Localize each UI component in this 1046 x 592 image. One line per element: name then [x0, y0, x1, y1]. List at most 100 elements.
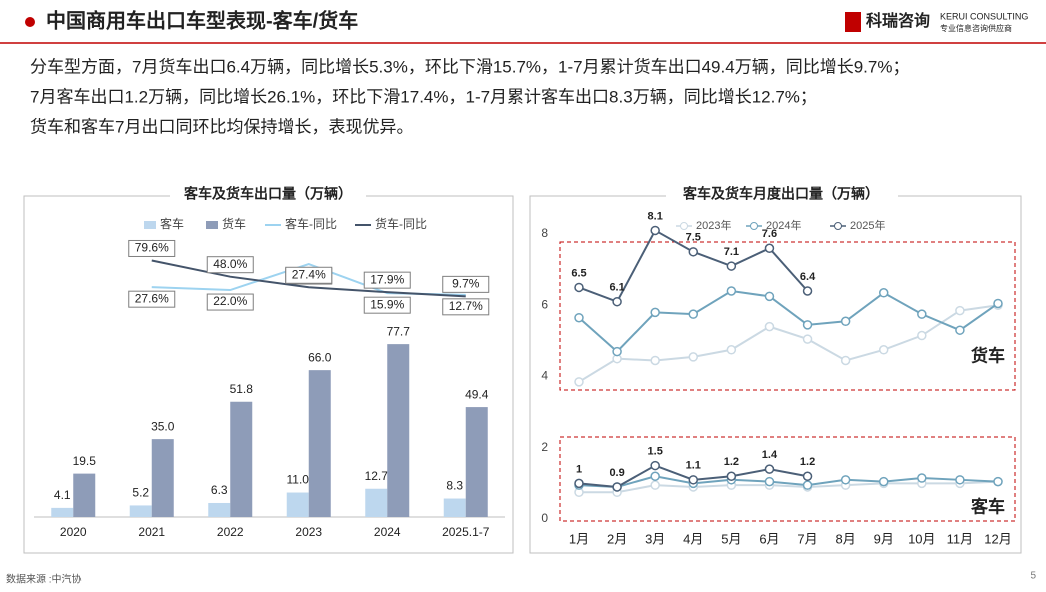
- label-box: [442, 275, 490, 293]
- point-label: 7.6: [762, 228, 777, 240]
- marker: [802, 471, 813, 481]
- marker: [917, 309, 927, 319]
- chart-frame: [529, 195, 1022, 554]
- marker: [688, 475, 699, 485]
- legend-label: 客车: [160, 216, 184, 231]
- bar: [286, 492, 309, 517]
- bar: [443, 498, 466, 517]
- marker: [955, 325, 965, 335]
- paragraph-line: 7月客车出口1.2万辆，同比增长26.1%，环比下滑17.4%，1-7月累计客车…: [30, 87, 817, 106]
- point-label: 1.2: [800, 456, 815, 468]
- bar-label: 49.4: [465, 387, 489, 401]
- legend-marker: [680, 222, 688, 230]
- chart-title: 客车及货车月度出口量（万辆）: [682, 186, 879, 202]
- bar-label: 51.8: [230, 382, 254, 396]
- marker: [802, 334, 813, 344]
- x-tick-label: 2月: [607, 531, 627, 546]
- source: 数据来源 :中汽协: [6, 573, 82, 586]
- marker: [764, 321, 775, 332]
- marker: [612, 482, 622, 492]
- point-label: 0.9: [609, 467, 624, 479]
- marker: [612, 346, 622, 357]
- paragraph-line: 货车和客车7月出口同环比均保持增长，表现优异。: [30, 117, 413, 136]
- legend-marker: [750, 222, 758, 230]
- page-number: 5: [1030, 571, 1036, 582]
- marker: [917, 473, 927, 483]
- line-label: 27.4%: [292, 267, 326, 281]
- group-label: 货车: [971, 345, 1005, 365]
- bar: [208, 502, 231, 517]
- point-label: 6.5: [571, 267, 586, 279]
- title-bg: [666, 186, 898, 206]
- bar: [129, 505, 152, 517]
- marker: [688, 247, 699, 257]
- x-tick-label: 4月: [683, 531, 703, 546]
- marker: [840, 316, 851, 327]
- bar-label: 66.0: [308, 350, 332, 364]
- legend-swatch: [206, 221, 218, 229]
- x-tick-label: 10月: [908, 531, 935, 546]
- point-label: 1.1: [686, 460, 701, 472]
- line-label: 79.6%: [135, 241, 169, 255]
- marker: [993, 298, 1003, 309]
- marker: [764, 291, 775, 302]
- marker: [650, 460, 660, 471]
- marker: [802, 480, 813, 490]
- bar-label: 19.5: [73, 454, 97, 468]
- legend-label: 客车-同比: [285, 216, 337, 231]
- logo-en: KERUI CONSULTING: [940, 11, 1028, 21]
- bar-label: 4.1: [54, 488, 71, 502]
- marker: [726, 471, 737, 481]
- point-label: 1.2: [724, 456, 739, 468]
- point-label: 6.1: [609, 282, 624, 294]
- line-label: 12.7%: [449, 299, 483, 313]
- marker: [574, 478, 584, 489]
- marker: [917, 330, 927, 341]
- x-tick-label: 7月: [797, 531, 817, 546]
- bar: [51, 507, 74, 517]
- line: [578, 289, 999, 353]
- marker: [840, 355, 851, 366]
- marker: [878, 476, 889, 487]
- bar-label: 77.7: [387, 324, 411, 338]
- bar: [73, 473, 96, 517]
- marker: [574, 312, 584, 323]
- bar-label: 11.0: [287, 473, 310, 487]
- bar: [465, 407, 488, 517]
- marker: [764, 464, 775, 474]
- x-tick-label: 11月: [947, 531, 974, 546]
- x-tick-label: 9月: [874, 531, 894, 546]
- point-label: 8.1: [648, 210, 663, 222]
- line-label: 17.9%: [370, 272, 404, 286]
- marker: [574, 282, 584, 293]
- point-label: 6.4: [800, 271, 816, 283]
- legend-label: 2024年: [766, 218, 801, 232]
- line: [151, 259, 466, 298]
- label-box: [128, 290, 176, 308]
- marker: [878, 288, 889, 298]
- line-label: 15.9%: [370, 297, 404, 311]
- title-bg: [170, 186, 366, 206]
- marker: [612, 296, 622, 307]
- logo: 科瑞咨询: [866, 11, 930, 30]
- marker: [802, 320, 813, 330]
- legend-label: 2025年: [850, 218, 885, 232]
- line: [578, 475, 999, 488]
- bar: [308, 370, 331, 517]
- legend-label: 货车: [222, 216, 246, 231]
- x-tick-label: 2022: [217, 525, 244, 539]
- bus-box: [559, 436, 1016, 522]
- label-box: [363, 296, 411, 314]
- marker: [993, 476, 1003, 487]
- label-box: [442, 298, 490, 316]
- y-tick-label: 6: [541, 297, 548, 311]
- bar: [230, 401, 253, 517]
- marker: [688, 352, 699, 362]
- marker: [650, 480, 660, 490]
- point-label: 1.4: [762, 449, 778, 461]
- bar: [365, 488, 388, 517]
- legend-label: 2023年: [696, 218, 731, 232]
- legend-marker: [834, 222, 842, 230]
- marker: [840, 475, 851, 485]
